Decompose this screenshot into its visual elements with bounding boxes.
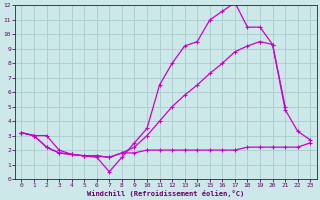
X-axis label: Windchill (Refroidissement éolien,°C): Windchill (Refroidissement éolien,°C) bbox=[87, 190, 244, 197]
